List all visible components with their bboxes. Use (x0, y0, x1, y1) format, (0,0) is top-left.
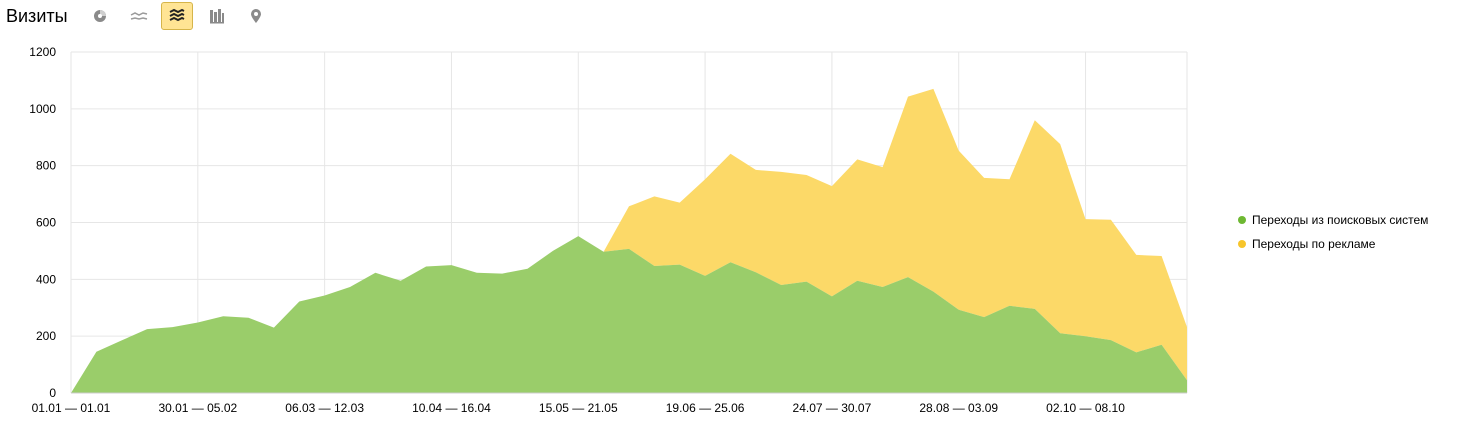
chart-toolbar: Визиты (0, 0, 600, 34)
series-area-search (71, 236, 1187, 393)
line-chart-button[interactable] (123, 2, 155, 30)
x-tick-label: 30.01 — 05.02 (158, 401, 237, 415)
bar-chart-icon (210, 9, 224, 24)
x-tick-label: 19.06 — 25.06 (666, 401, 745, 415)
y-tick-label: 1000 (29, 102, 56, 116)
line-chart-icon (130, 12, 148, 20)
legend-label-ads: Переходы по рекламе (1252, 237, 1376, 251)
x-tick-label: 06.03 — 12.03 (285, 401, 364, 415)
y-tick-label: 400 (36, 272, 56, 286)
x-tick-label: 15.05 — 21.05 (539, 401, 618, 415)
x-tick-label: 02.10 — 08.10 (1046, 401, 1125, 415)
legend-item-search[interactable]: Переходы из поисковых систем (1238, 212, 1428, 228)
x-tick-label: 24.07 — 30.07 (793, 401, 872, 415)
y-tick-label: 600 (36, 216, 56, 230)
x-tick-label: 28.08 — 03.09 (919, 401, 998, 415)
y-tick-label: 200 (36, 329, 56, 343)
x-tick-label: 01.01 — 01.01 (32, 401, 111, 415)
legend-label-search: Переходы из поисковых систем (1252, 213, 1429, 227)
bar-chart-button[interactable] (201, 2, 233, 30)
pie-chart-icon (94, 10, 106, 22)
y-tick-label: 1200 (29, 45, 56, 59)
chart-legend: Переходы из поисковых систем Переходы по… (1238, 212, 1428, 260)
map-pin-icon (251, 9, 261, 23)
map-button[interactable] (240, 2, 272, 30)
series-area-ads (71, 88, 1187, 394)
legend-marker-ads (1238, 240, 1246, 248)
y-tick-label: 0 (49, 386, 56, 400)
stacked-area-icon (169, 8, 185, 22)
stacked-area-button[interactable] (161, 2, 193, 30)
x-tick-label: 10.04 — 16.04 (412, 401, 491, 415)
chart-title: Визиты (6, 6, 68, 26)
pie-chart-button[interactable] (84, 2, 116, 30)
legend-marker-search (1238, 216, 1246, 224)
y-tick-label: 800 (36, 159, 56, 173)
legend-item-ads[interactable]: Переходы по рекламе (1238, 236, 1428, 252)
